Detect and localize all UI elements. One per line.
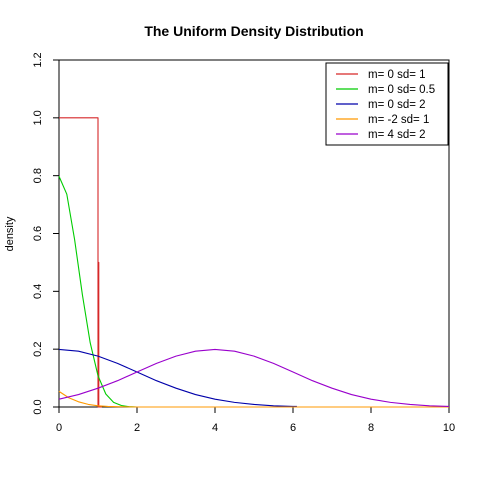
y-tick-label: 1.0: [32, 110, 44, 125]
series-line-4: [58, 390, 449, 408]
legend-entry-2: m= 0 sd= 0.5: [368, 84, 435, 96]
chart-title: The Uniform Density Distribution: [144, 23, 363, 39]
y-tick-label: 1.2: [32, 52, 44, 67]
y-tick-label: 0.4: [32, 284, 44, 299]
x-tick-label: 2: [134, 422, 140, 434]
x-tick-label: 6: [290, 422, 296, 434]
series-layer: [58, 117, 450, 408]
series-line-5: [58, 348, 450, 407]
x-tick-label: 4: [212, 422, 218, 434]
legend-entry-1: m= 0 sd= 1: [368, 69, 426, 81]
x-tick-label: 0: [56, 422, 62, 434]
y-axis-label: density: [4, 216, 16, 251]
legend-entry-3: m= 0 sd= 2: [368, 99, 426, 111]
y-axis: 0.0 0.2 0.4 0.6 0.8 1.0 1.2: [32, 52, 59, 415]
series-line-1: [59, 117, 102, 408]
series-line-3: [58, 348, 297, 407]
y-tick-label: 0.2: [32, 342, 44, 357]
legend-entry-4: m= -2 sd= 1: [368, 114, 429, 126]
legend: m= 0 sd= 1 m= 0 sd= 0.5 m= 0 sd= 2 m= -2 sd…: [325, 62, 449, 146]
y-tick-label: 0.0: [32, 399, 44, 414]
y-tick-label: 0.6: [32, 226, 44, 241]
x-tick-label: 10: [443, 422, 455, 434]
x-tick-label: 8: [368, 422, 374, 434]
x-axis: 0 2 4 6 8 10: [56, 407, 455, 434]
legend-entry-5: m= 4 sd= 2: [368, 129, 426, 141]
y-tick-label: 0.8: [32, 168, 44, 183]
